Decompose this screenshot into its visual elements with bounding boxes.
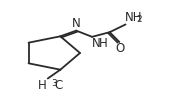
Text: N: N bbox=[72, 17, 81, 30]
Text: H: H bbox=[99, 37, 108, 50]
Text: C: C bbox=[54, 79, 62, 92]
Text: H: H bbox=[38, 79, 47, 92]
Text: N: N bbox=[92, 37, 100, 50]
Text: NH: NH bbox=[125, 11, 142, 24]
Text: 2: 2 bbox=[136, 15, 142, 24]
Text: O: O bbox=[115, 42, 124, 55]
Text: 3: 3 bbox=[51, 79, 57, 88]
